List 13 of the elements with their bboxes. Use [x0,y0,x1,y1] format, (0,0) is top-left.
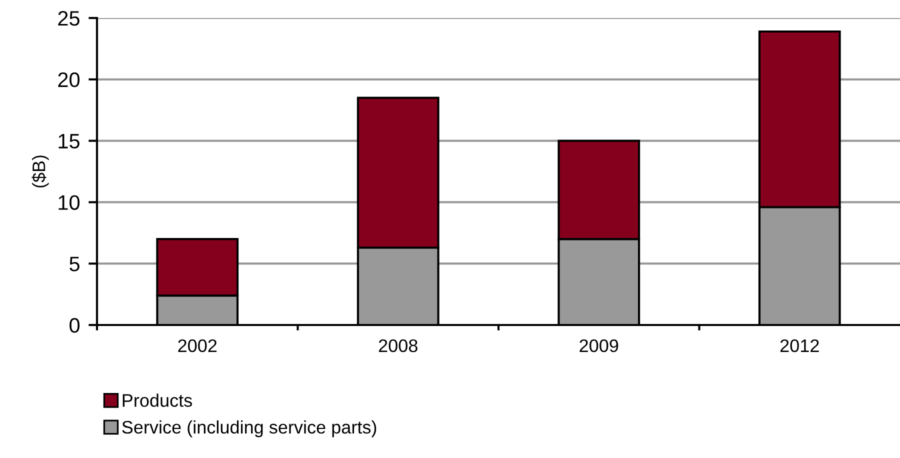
y-tick-label: 10 [58,195,80,210]
y-tick-label: 20 [58,72,80,88]
legend-label: Products [122,394,192,407]
y-tick-label: 15 [58,134,80,149]
legend-label: Service (including service parts) [122,420,376,438]
y-tick-label: 0 [70,318,80,333]
x-tick-label: 2008 [378,339,418,352]
x-tick-label: 2009 [580,339,618,352]
y-tick-label: 5 [70,256,80,272]
x-tick-label: 2002 [178,339,217,352]
y-tick-label: 25 [58,11,80,26]
x-tick-label: 2012 [780,339,819,352]
y-axis-title: ($B) [32,156,49,188]
